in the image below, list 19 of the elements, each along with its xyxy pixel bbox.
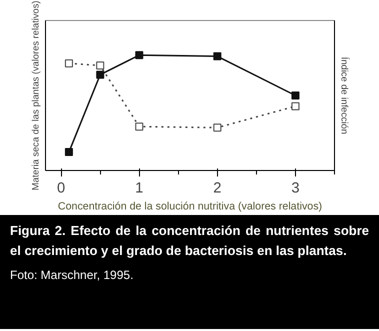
x-tick-label: 1 bbox=[135, 180, 144, 196]
y2-axis-title: Índice de infección bbox=[340, 56, 350, 134]
point bbox=[213, 124, 222, 132]
text: Figura 2. Efecto de la concentración de nutrientes sobre el crecimiento y el grado de bacteriosis en las plantas. bbox=[10, 222, 369, 260]
x-tick-label: 0 bbox=[57, 180, 66, 196]
point bbox=[96, 70, 104, 79]
point bbox=[291, 102, 300, 110]
point bbox=[64, 148, 73, 156]
x-tick-label: 3 bbox=[291, 180, 300, 196]
point bbox=[96, 62, 104, 70]
point bbox=[213, 52, 222, 60]
point bbox=[64, 59, 73, 68]
x-axis-title: Concentración de la solución nutritiva (valores relativos) bbox=[58, 200, 322, 212]
x-tick-label: 2 bbox=[213, 180, 222, 196]
point bbox=[135, 51, 144, 60]
y-axis-title: Materia seca de las plantas (valores relativos) bbox=[30, 0, 40, 190]
point bbox=[135, 122, 144, 131]
text: Foto: Marschner, 1995. bbox=[10, 267, 134, 284]
point bbox=[291, 92, 300, 100]
